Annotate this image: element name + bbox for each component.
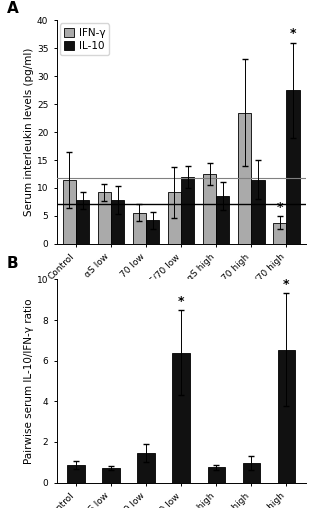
Bar <box>137 453 155 483</box>
Bar <box>111 200 124 244</box>
Bar <box>251 179 265 244</box>
Y-axis label: Serum interleukin levels (pg/ml): Serum interleukin levels (pg/ml) <box>24 48 34 216</box>
Bar <box>102 468 120 483</box>
Bar <box>173 353 190 483</box>
Bar <box>67 465 85 483</box>
Bar <box>146 220 159 244</box>
Bar <box>203 174 216 244</box>
Bar <box>133 212 146 244</box>
Text: A: A <box>7 1 19 16</box>
Y-axis label: Pairwise serum IL-10/IFN-γ ratio: Pairwise serum IL-10/IFN-γ ratio <box>24 298 34 464</box>
Text: B: B <box>7 256 19 271</box>
Text: *: * <box>178 295 184 308</box>
Bar <box>181 177 194 244</box>
Bar <box>238 112 251 244</box>
Bar <box>273 223 286 244</box>
Text: *: * <box>290 27 296 40</box>
Bar <box>278 350 295 483</box>
Bar <box>168 193 181 244</box>
Legend: IFN-γ, IL-10: IFN-γ, IL-10 <box>60 23 109 55</box>
Bar <box>63 179 76 244</box>
Text: *: * <box>283 278 289 291</box>
Bar <box>76 200 89 244</box>
Bar <box>208 467 225 483</box>
Bar <box>98 193 111 244</box>
Bar <box>243 463 260 483</box>
Bar <box>286 90 300 244</box>
Bar <box>216 196 230 244</box>
Text: *: * <box>276 201 283 214</box>
